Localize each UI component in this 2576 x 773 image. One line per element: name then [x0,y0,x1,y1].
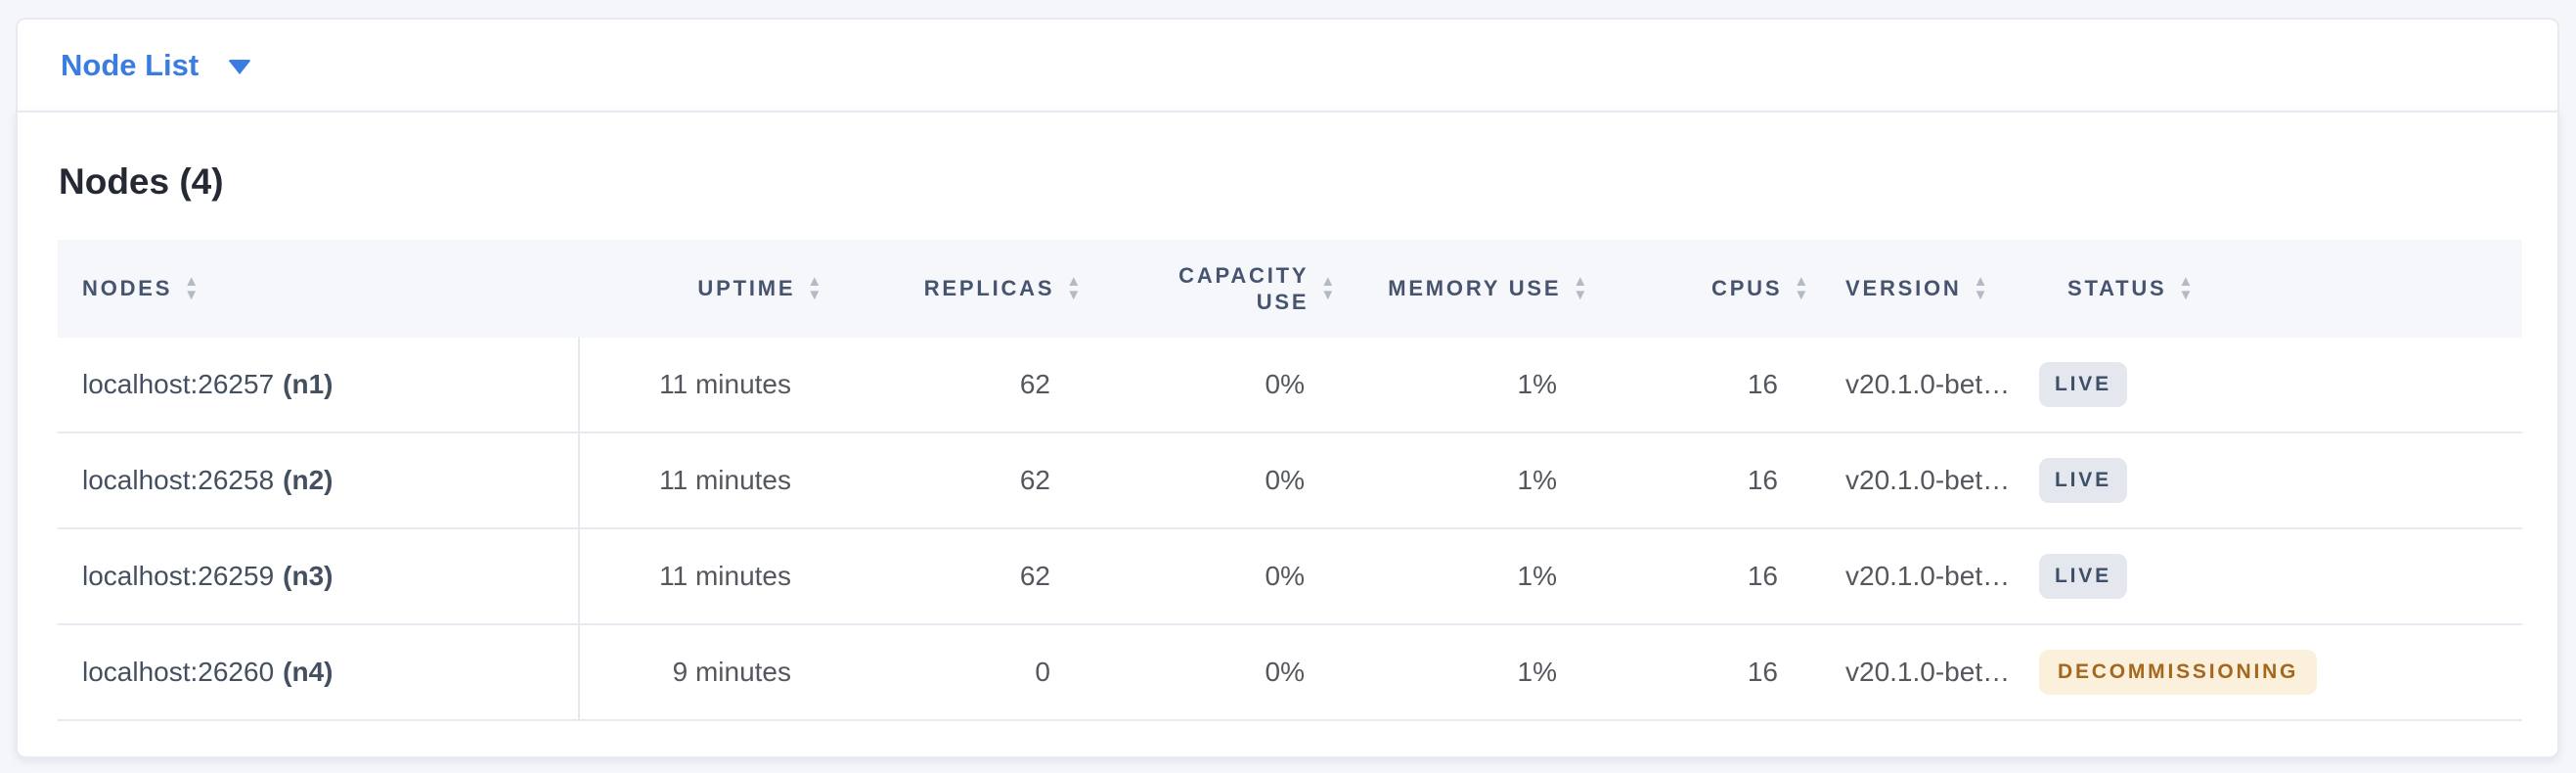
node-address-link[interactable]: localhost:26259 (n3) [82,561,333,592]
status-cell: LIVE [2017,529,2522,625]
sort-arrows-icon: ▲ ▼ [184,273,201,303]
node-status-badge: DECOMMISSIONING [2039,650,2318,695]
version-cell: v20.1.0-bet… [1802,529,2017,625]
nodes-card: Nodes (4) NODES ▲ ▼ UPTIME ▲ ▼ REPLICAS ▲ ▼… [16,111,2559,758]
node-address-link[interactable]: localhost:26258 (n2) [82,465,333,496]
version-cell: v20.1.0-bet… [1802,625,2017,721]
version-cell: v20.1.0-bet… [1802,433,2017,529]
capacity-use-cell: 0% [1075,529,1329,625]
replicas-cell: 62 [816,338,1075,433]
node-address: localhost:26259 [82,561,275,591]
table-row: localhost:26260 (n4) 9 minutes 0 0% 1% 1… [58,625,2522,721]
replicas-cell: 62 [816,529,1075,625]
node-id: (n3) [283,561,333,591]
caret-down-icon [228,60,252,74]
sort-arrows-icon: ▲ ▼ [807,273,824,303]
node-list-dropdown[interactable]: Node List [61,48,252,82]
capacity-use-cell: 0% [1075,433,1329,529]
node-cell: localhost:26257 (n1) [58,338,580,433]
cpus-cell: 16 [1581,529,1802,625]
node-status-badge: LIVE [2039,554,2127,599]
page-header-bar: Node List [16,18,2559,111]
node-status-badge: LIVE [2039,458,2127,503]
table-header-row: NODES ▲ ▼ UPTIME ▲ ▼ REPLICAS ▲ ▼ CAPACITY … [58,240,2522,338]
node-address: localhost:26258 [82,465,275,495]
cpus-cell: 16 [1581,625,1802,721]
column-header-label: MEMORY USE [1388,276,1562,300]
cpus-cell: 16 [1581,433,1802,529]
node-id: (n2) [283,465,333,495]
sort-arrows-icon: ▲ ▼ [1066,273,1084,303]
uptime-cell: 9 minutes [580,625,816,721]
node-list-dropdown-label: Node List [61,48,200,82]
column-header-status[interactable]: STATUS ▲ ▼ [2017,240,2522,338]
node-address: localhost:26260 [82,657,275,687]
column-header-label: VERSION [1845,276,1962,300]
memory-use-cell: 1% [1329,433,1581,529]
cpus-cell: 16 [1581,338,1802,433]
status-cell: LIVE [2017,433,2522,529]
status-cell: LIVE [2017,338,2522,433]
column-header-capacity-use[interactable]: CAPACITY USE ▲ ▼ [1075,240,1335,338]
column-header-version[interactable]: VERSION ▲ ▼ [1802,240,2017,338]
node-id: (n1) [283,369,333,399]
column-header-label: CPUS [1711,276,1783,300]
node-address-link[interactable]: localhost:26257 (n1) [82,369,333,400]
memory-use-cell: 1% [1329,625,1581,721]
column-header-uptime[interactable]: UPTIME ▲ ▼ [580,240,822,338]
node-id: (n4) [283,657,333,687]
uptime-cell: 11 minutes [580,433,816,529]
node-cell: localhost:26258 (n2) [58,433,580,529]
replicas-cell: 0 [816,625,1075,721]
uptime-cell: 11 minutes [580,529,816,625]
node-cell: localhost:26260 (n4) [58,625,580,721]
sort-arrows-icon: ▲ ▼ [1794,273,1811,303]
column-header-label: UPTIME [697,276,796,300]
memory-use-cell: 1% [1329,338,1581,433]
table-row: localhost:26257 (n1) 11 minutes 62 0% 1%… [58,338,2522,433]
column-header-replicas[interactable]: REPLICAS ▲ ▼ [816,240,1082,338]
status-cell: DECOMMISSIONING [2017,625,2522,721]
column-header-label: REPLICAS [923,276,1055,300]
nodes-table: NODES ▲ ▼ UPTIME ▲ ▼ REPLICAS ▲ ▼ CAPACITY … [58,240,2522,721]
memory-use-cell: 1% [1329,529,1581,625]
node-status-badge: LIVE [2039,362,2127,407]
sort-arrows-icon: ▲ ▼ [1320,273,1338,303]
table-body: localhost:26257 (n1) 11 minutes 62 0% 1%… [58,338,2522,721]
table-row: localhost:26259 (n3) 11 minutes 62 0% 1%… [58,529,2522,625]
replicas-cell: 62 [816,433,1075,529]
column-header-label: NODES [82,276,173,300]
column-header-label: CAPACITY USE [1178,263,1310,314]
column-header-label: STATUS [2067,276,2167,300]
node-address-link[interactable]: localhost:26260 (n4) [82,657,333,688]
table-row: localhost:26258 (n2) 11 minutes 62 0% 1%… [58,433,2522,529]
version-cell: v20.1.0-bet… [1802,338,2017,433]
uptime-cell: 11 minutes [580,338,816,433]
column-header-memory-use[interactable]: MEMORY USE ▲ ▼ [1329,240,1587,338]
sort-arrows-icon: ▲ ▼ [2178,273,2197,303]
sort-arrows-icon: ▲ ▼ [1573,273,1590,303]
node-cell: localhost:26259 (n3) [58,529,580,625]
capacity-use-cell: 0% [1075,625,1329,721]
column-header-cpus[interactable]: CPUS ▲ ▼ [1581,240,1808,338]
node-address: localhost:26257 [82,369,275,399]
capacity-use-cell: 0% [1075,338,1329,433]
page-title: Nodes (4) [59,161,224,202]
sort-arrows-icon: ▲ ▼ [1973,273,1991,303]
column-header-nodes[interactable]: NODES ▲ ▼ [58,240,580,338]
